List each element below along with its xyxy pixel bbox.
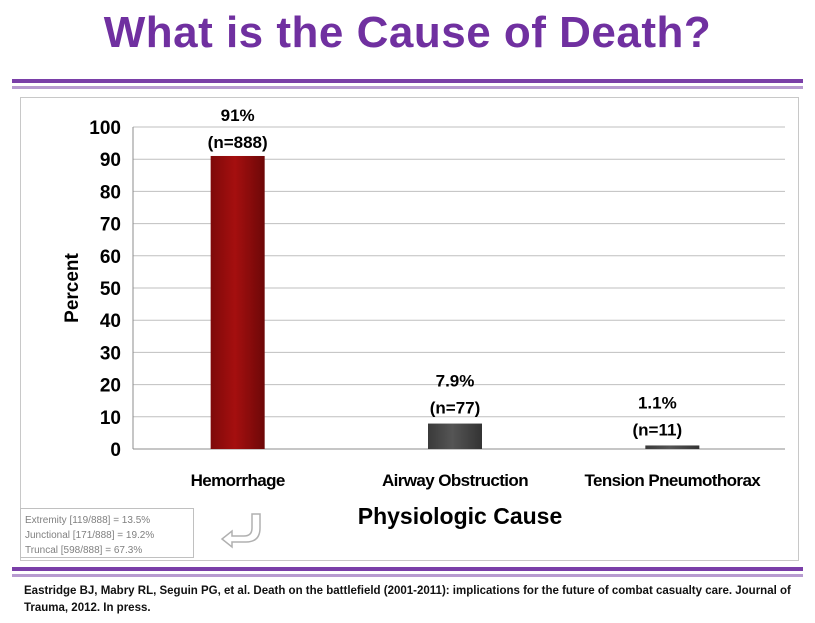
x-tick-label: Hemorrhage bbox=[191, 471, 285, 490]
y-tick-label: 100 bbox=[89, 118, 121, 139]
bottom-divider bbox=[12, 567, 803, 577]
note-line-extremity: Extremity [119/888] = 13.5% bbox=[25, 515, 151, 526]
y-tick-label: 30 bbox=[100, 343, 121, 364]
x-tick-label: Tension Pneumothorax bbox=[585, 471, 762, 490]
y-tick-label: 40 bbox=[100, 311, 121, 332]
x-axis-label: Physiologic Cause bbox=[358, 503, 563, 529]
data-label-count: (n=11) bbox=[633, 420, 683, 439]
chart-frame bbox=[20, 97, 799, 561]
data-label-percent: 91% bbox=[221, 106, 255, 125]
y-axis-label: Percent bbox=[62, 252, 83, 322]
note-line-junctional: Junctional [171/888] = 19.2% bbox=[25, 530, 155, 541]
y-tick-label: 20 bbox=[100, 376, 121, 397]
y-tick-label: 90 bbox=[100, 150, 121, 171]
slide-title: What is the Cause of Death? bbox=[103, 8, 712, 57]
y-tick-label: 70 bbox=[100, 215, 121, 236]
y-tick-label: 50 bbox=[100, 279, 121, 300]
data-label-count: (n=77) bbox=[430, 399, 481, 418]
y-tick-label: 10 bbox=[100, 408, 121, 429]
data-label-percent: 1.1% bbox=[638, 393, 677, 412]
y-tick-label: 60 bbox=[100, 247, 121, 268]
x-tick-label: Airway Obstruction bbox=[382, 471, 528, 490]
return-arrow-icon bbox=[220, 513, 261, 549]
bar-hemorrhage bbox=[210, 155, 265, 450]
y-tick-label: 0 bbox=[110, 440, 121, 461]
breakdown-note-box: Extremity [119/888] = 13.5% Junctional [… bbox=[20, 508, 194, 558]
note-line-truncal: Truncal [598/888] = 67.3% bbox=[25, 545, 143, 556]
data-label-count: (n=888) bbox=[208, 133, 268, 152]
top-divider bbox=[12, 79, 803, 89]
bar-airway-obstruction bbox=[428, 423, 482, 449]
bar-tension-pneumothorax bbox=[645, 445, 700, 449]
y-tick-label: 80 bbox=[100, 182, 121, 203]
citation-text: Eastridge BJ, Mabry RL, Seguin PG, et al… bbox=[24, 585, 791, 614]
data-label-percent: 7.9% bbox=[436, 372, 475, 391]
